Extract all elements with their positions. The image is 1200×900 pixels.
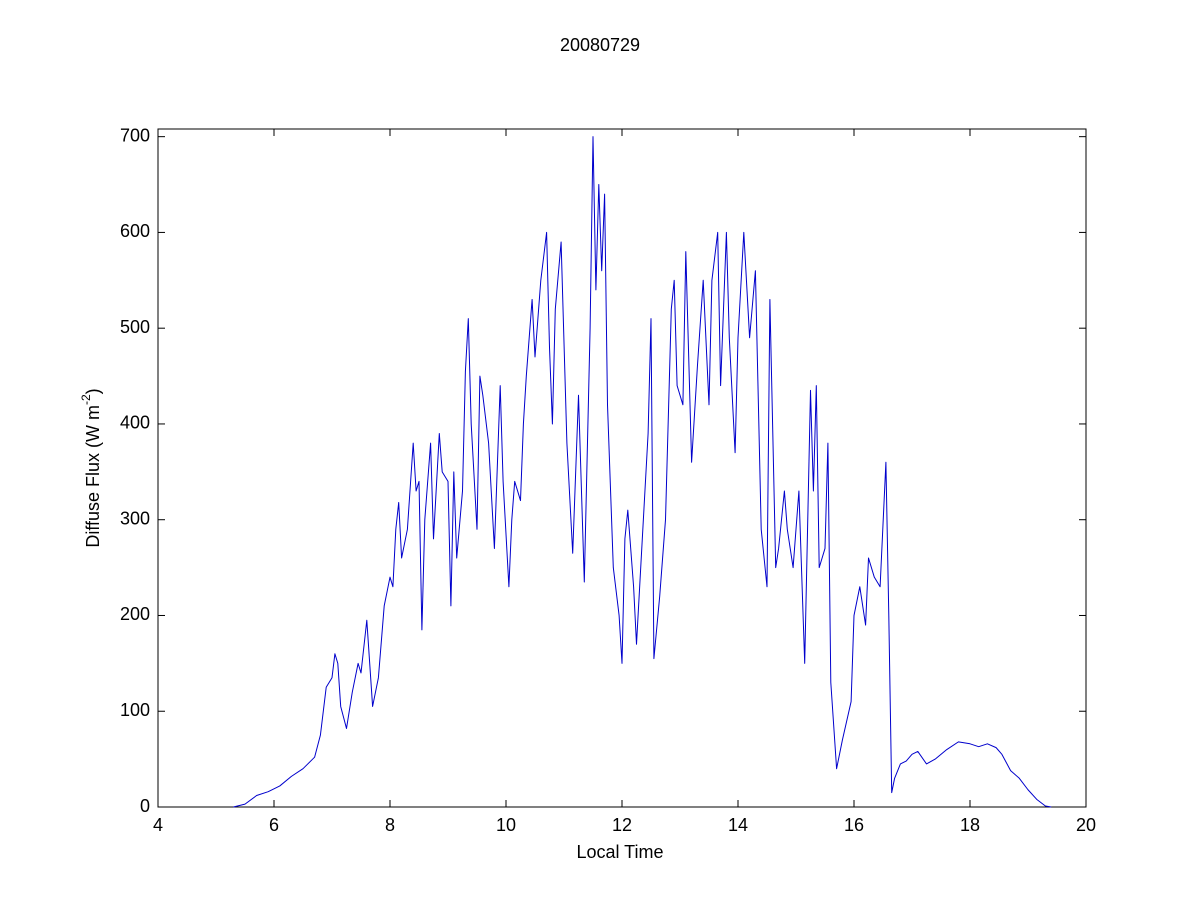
- y-label-superscript: -2: [79, 394, 93, 405]
- y-tick-label: 500: [120, 317, 150, 337]
- y-label-text: Diffuse Flux (W m: [83, 405, 103, 548]
- x-tick-label: 6: [269, 815, 279, 835]
- x-tick-label: 16: [844, 815, 864, 835]
- y-label-suffix: ): [83, 388, 103, 394]
- y-tick-label: 600: [120, 221, 150, 241]
- x-tick-label: 8: [385, 815, 395, 835]
- x-axis-label: Local Time: [576, 842, 663, 862]
- x-tick-label: 12: [612, 815, 632, 835]
- y-tick-label: 100: [120, 700, 150, 720]
- y-axis-label: Diffuse Flux (W m-2): [79, 388, 103, 547]
- y-tick-label: 400: [120, 413, 150, 433]
- y-tick-label: 300: [120, 508, 150, 528]
- chart-title: 20080729: [560, 35, 640, 55]
- y-tick-label: 200: [120, 604, 150, 624]
- x-tick-label: 20: [1076, 815, 1096, 835]
- x-tick-label: 10: [496, 815, 516, 835]
- y-tick-label: 0: [140, 796, 150, 816]
- y-tick-label: 700: [120, 125, 150, 145]
- data-line: [233, 136, 1052, 808]
- x-tick-label: 4: [153, 815, 163, 835]
- x-tick-label: 18: [960, 815, 980, 835]
- x-tick-label: 14: [728, 815, 748, 835]
